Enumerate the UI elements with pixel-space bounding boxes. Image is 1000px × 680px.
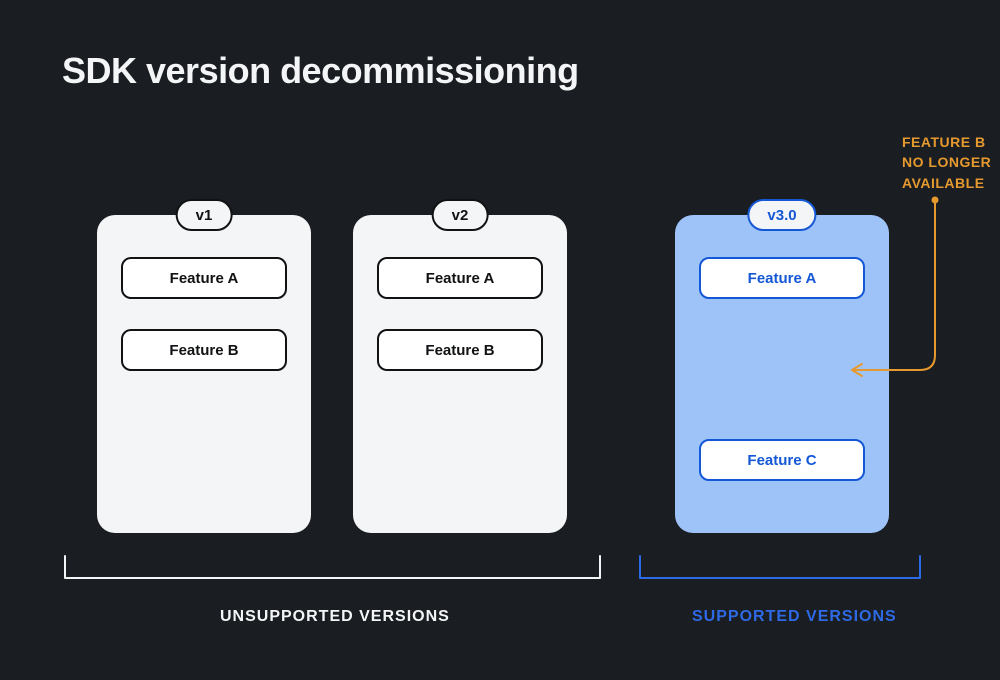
diagram-canvas: SDK version decommissioning v1 Feature A… — [0, 0, 1000, 680]
annotation-arrow — [0, 0, 1000, 680]
